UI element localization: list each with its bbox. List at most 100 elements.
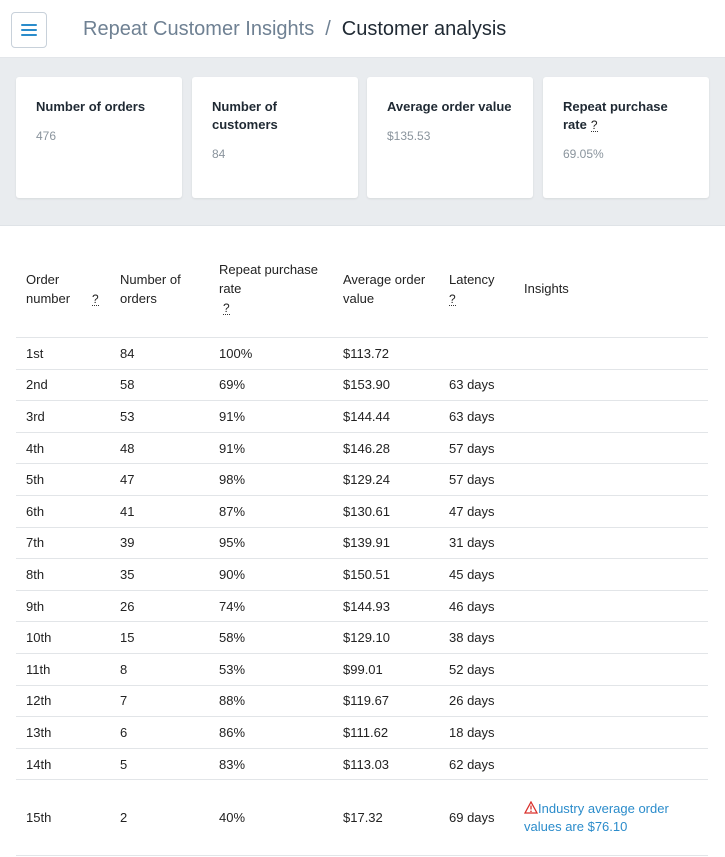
order-number-cell: 2nd: [16, 369, 110, 402]
number-of-orders-cell: 53: [110, 400, 209, 433]
help-tooltip-trigger[interactable]: ?: [223, 301, 230, 315]
repeat-rate-cell: 69%: [209, 369, 333, 402]
table-row: 3rd 53 91% $144.44 63 days: [16, 400, 708, 433]
insight-link[interactable]: Industry average order values are $76.10: [524, 800, 698, 836]
repeat-rate-cell: 74%: [209, 590, 333, 623]
average-order-value-cell: $129.24: [333, 463, 439, 496]
order-number-cell: 14th: [16, 748, 110, 781]
table-row: 10th 15 58% $129.10 38 days: [16, 621, 708, 654]
order-number-cell: 11th: [16, 653, 110, 686]
number-of-orders-cell: 48: [110, 432, 209, 465]
average-order-value-cell: $99.01: [333, 653, 439, 686]
top-bar: Repeat Customer Insights / Customer analys…: [0, 0, 725, 58]
repeat-rate-cell: 98%: [209, 463, 333, 496]
latency-cell: 63 days: [439, 369, 514, 402]
repeat-rate-cell: 53%: [209, 653, 333, 686]
average-order-value-cell: $146.28: [333, 432, 439, 465]
order-number-cell: 6th: [16, 495, 110, 528]
number-of-orders-cell: 2: [110, 779, 209, 857]
help-tooltip-trigger[interactable]: ?: [590, 118, 598, 132]
latency-cell: 62 days: [439, 748, 514, 781]
insights-cell: [514, 685, 708, 718]
table-row: 4th 48 91% $146.28 57 days: [16, 432, 708, 465]
insights-cell: [514, 621, 708, 654]
latency-cell: 52 days: [439, 653, 514, 686]
average-order-value-cell: $150.51: [333, 558, 439, 591]
repeat-rate-cell: 91%: [209, 432, 333, 465]
column-header-order-number: Order number?: [16, 245, 110, 338]
column-header-latency: Latency?: [439, 245, 514, 338]
card-repeat-purchase-rate: Repeat purchase rate? 69.05%: [543, 77, 709, 198]
number-of-orders-cell: 15: [110, 621, 209, 654]
order-number-cell: 15th: [16, 779, 110, 857]
table-row: 5th 47 98% $129.24 57 days: [16, 463, 708, 496]
number-of-orders-cell: 47: [110, 463, 209, 496]
insights-cell: [514, 653, 708, 686]
repeat-rate-cell: 100%: [209, 337, 333, 370]
insights-cell: [514, 716, 708, 749]
insights-cell: Industry average order values are $76.10: [514, 779, 708, 857]
breadcrumb-parent-link[interactable]: Repeat Customer Insights: [83, 18, 315, 40]
card-number-of-orders: Number of orders 476: [16, 77, 182, 198]
repeat-rate-cell: 83%: [209, 748, 333, 781]
latency-cell: [439, 337, 514, 370]
order-analysis-table: Order number? Number of orders Repeat pu…: [16, 245, 708, 857]
table-header-row: Order number? Number of orders Repeat pu…: [16, 245, 708, 338]
latency-cell: 38 days: [439, 621, 514, 654]
table-body: 1st 84 100% $113.72 2nd 58 69% $153.90 63 days 3r…: [16, 337, 708, 857]
number-of-orders-cell: 5: [110, 748, 209, 781]
number-of-orders-cell: 84: [110, 337, 209, 370]
page-title: Customer analysis: [341, 18, 507, 40]
insights-cell: [514, 400, 708, 433]
latency-cell: 69 days: [439, 779, 514, 857]
latency-cell: 26 days: [439, 685, 514, 718]
order-number-cell: 5th: [16, 463, 110, 496]
repeat-rate-cell: 87%: [209, 495, 333, 528]
column-header-insights: Insights: [514, 245, 708, 338]
card-average-order-value: Average order value $135.53: [367, 77, 533, 198]
order-analysis-table-wrapper: Order number? Number of orders Repeat pu…: [16, 245, 708, 857]
help-tooltip-trigger[interactable]: ?: [449, 291, 456, 306]
table-row: 7th 39 95% $139.91 31 days: [16, 527, 708, 560]
repeat-rate-cell: 86%: [209, 716, 333, 749]
average-order-value-cell: $144.93: [333, 590, 439, 623]
repeat-rate-cell: 40%: [209, 779, 333, 857]
card-value: $135.53: [387, 129, 431, 143]
column-header-repeat-purchase-rate: Repeat purchase rate?: [209, 245, 333, 338]
latency-cell: 31 days: [439, 527, 514, 560]
insights-cell: [514, 495, 708, 528]
card-title-text: Repeat purchase rate: [563, 99, 668, 132]
insight-text: Industry average order values are $76.10: [524, 800, 669, 834]
table-row: 1st 84 100% $113.72: [16, 337, 708, 370]
order-number-cell: 4th: [16, 432, 110, 465]
number-of-orders-cell: 39: [110, 527, 209, 560]
card-value: 69.05%: [563, 147, 604, 161]
table-row: 9th 26 74% $144.93 46 days: [16, 590, 708, 623]
table-row: 12th 7 88% $119.67 26 days: [16, 685, 708, 718]
summary-section: Number of orders 476 Number of customers…: [0, 58, 725, 226]
repeat-rate-cell: 90%: [209, 558, 333, 591]
menu-button[interactable]: [11, 12, 47, 48]
number-of-orders-cell: 26: [110, 590, 209, 623]
repeat-rate-cell: 95%: [209, 527, 333, 560]
table-row: 6th 41 87% $130.61 47 days: [16, 495, 708, 528]
latency-cell: 47 days: [439, 495, 514, 528]
average-order-value-cell: $119.67: [333, 685, 439, 718]
order-number-cell: 13th: [16, 716, 110, 749]
insights-cell: [514, 590, 708, 623]
number-of-orders-cell: 6: [110, 716, 209, 749]
average-order-value-cell: $113.03: [333, 748, 439, 781]
number-of-orders-cell: 58: [110, 369, 209, 402]
card-value: 84: [212, 147, 226, 161]
average-order-value-cell: $153.90: [333, 369, 439, 402]
repeat-rate-cell: 91%: [209, 400, 333, 433]
card-title: Repeat purchase rate?: [563, 98, 673, 134]
table-row: 14th 5 83% $113.03 62 days: [16, 748, 708, 781]
order-number-cell: 8th: [16, 558, 110, 591]
help-tooltip-trigger[interactable]: ?: [92, 291, 99, 306]
card-title: Number of customers: [212, 99, 278, 132]
insights-cell: [514, 558, 708, 591]
card-title: Number of orders: [36, 99, 146, 114]
card-number-of-customers: Number of customers 84: [192, 77, 358, 198]
average-order-value-cell: $130.61: [333, 495, 439, 528]
